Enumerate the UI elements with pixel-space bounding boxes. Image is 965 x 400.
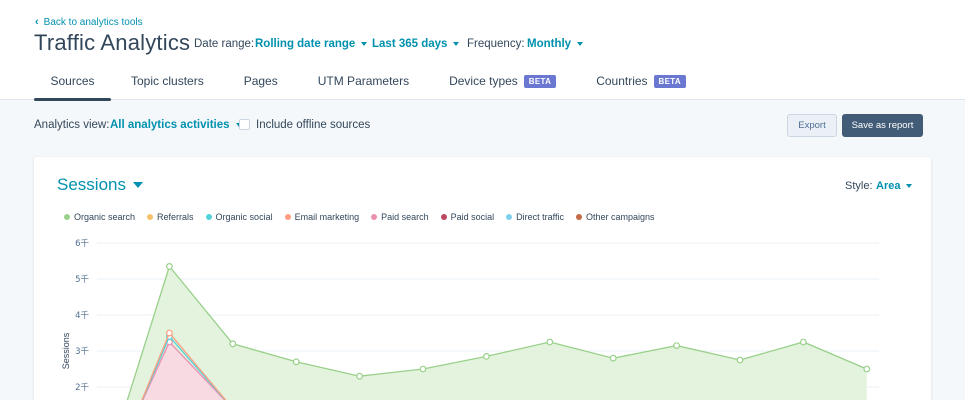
- legend-item-organic-social[interactable]: Organic social: [205, 212, 273, 222]
- date-range-dropdown[interactable]: Rolling date range: [255, 38, 368, 50]
- legend-dot-icon: [64, 214, 70, 220]
- y-tick-label: 3千: [75, 346, 89, 357]
- date-range-label: Date range:: [194, 38, 255, 50]
- data-point: [165, 262, 173, 270]
- data-point: [356, 372, 364, 380]
- y-tick-label: 5千: [75, 274, 89, 285]
- frequency-label: Frequency:: [467, 38, 525, 50]
- data-point: [419, 365, 427, 373]
- data-point: [673, 342, 680, 350]
- y-axis-label: Sessions: [61, 332, 71, 369]
- caret-down-icon: [132, 182, 143, 188]
- caret-down-icon: [906, 184, 913, 188]
- legend-item-paid-social[interactable]: Paid social: [440, 212, 495, 222]
- chart-legend: Organic search Referrals Organic social Ema…: [64, 212, 655, 222]
- style-label: Style:: [845, 180, 873, 192]
- legend-label: Paid social: [450, 212, 495, 222]
- back-link-label: Back to analytics tools: [43, 16, 143, 28]
- report-tabs: Sources Topic clusters Pages UTM Paramet…: [34, 62, 686, 101]
- tab-label: Pages: [243, 74, 278, 88]
- metric-label: Sessions: [57, 175, 126, 194]
- legend-item-email-marketing[interactable]: Email marketing: [284, 212, 360, 222]
- period-dropdown[interactable]: Last 365 days: [372, 38, 460, 50]
- date-range-value: Rolling date range: [255, 38, 356, 50]
- legend-dot-icon: [147, 214, 154, 220]
- sessions-area-chart: 2千 3千 4千 5千 6千 Sessions: [61, 238, 879, 400]
- page-title: Traffic Analytics: [34, 30, 191, 55]
- data-point: [863, 365, 871, 373]
- legend-label: Organic search: [74, 212, 136, 222]
- legend-dot-icon: [284, 214, 291, 220]
- legend-item-organic-search[interactable]: Organic search: [64, 212, 135, 222]
- period-value: Last 365 days: [372, 38, 448, 50]
- chevron-left-icon: ‹: [35, 16, 39, 28]
- include-offline-checkbox[interactable]: [239, 119, 250, 130]
- legend-dot-icon: [440, 214, 447, 220]
- data-point: [483, 352, 490, 360]
- legend-label: Other campaigns: [586, 212, 655, 222]
- tab-pages[interactable]: Pages: [244, 62, 278, 100]
- frequency-dropdown[interactable]: Monthly: [527, 38, 584, 50]
- legend-item-other-campaigns[interactable]: Other campaigns: [576, 212, 655, 222]
- tab-label: Countries: [596, 74, 648, 88]
- data-point: [165, 329, 173, 337]
- legend-label: Paid search: [381, 212, 429, 222]
- tab-device-types[interactable]: Device types BETA: [449, 62, 557, 100]
- tab-utm-parameters[interactable]: UTM Parameters: [318, 62, 409, 100]
- chart-card: Sessions Style: Area Organic search Refer…: [34, 157, 931, 400]
- analytics-view-value: All analytics activities: [110, 119, 230, 131]
- legend-dot-icon: [371, 214, 378, 220]
- y-tick-label: 4千: [75, 310, 89, 321]
- caret-down-icon: [453, 42, 460, 46]
- legend-item-referrals[interactable]: Referrals: [147, 212, 194, 222]
- analytics-view-dropdown[interactable]: All analytics activities: [110, 119, 242, 131]
- legend-dot-icon: [576, 214, 583, 220]
- tab-topic-clusters[interactable]: Topic clusters: [131, 62, 204, 100]
- export-button[interactable]: Export: [787, 114, 837, 137]
- beta-badge: BETA: [523, 75, 557, 88]
- legend-dot-icon: [205, 214, 212, 220]
- data-point: [292, 358, 300, 366]
- data-point: [609, 354, 617, 362]
- legend-dot-icon: [506, 214, 513, 220]
- legend-label: Email marketing: [294, 212, 360, 222]
- data-point: [800, 338, 807, 346]
- data-point: [736, 356, 744, 364]
- legend-item-paid-search[interactable]: Paid search: [371, 212, 429, 222]
- style-value: Area: [876, 180, 901, 192]
- legend-label: Organic social: [215, 212, 273, 222]
- tab-label: Sources: [50, 74, 95, 88]
- frequency-value: Monthly: [527, 38, 572, 50]
- back-to-analytics-link[interactable]: ‹ Back to analytics tools: [35, 16, 143, 28]
- analytics-view-label: Analytics view:: [34, 119, 110, 131]
- include-offline-label[interactable]: Include offline sources: [256, 119, 371, 131]
- data-point: [546, 338, 554, 346]
- legend-item-direct-traffic[interactable]: Direct traffic: [506, 212, 564, 222]
- caret-down-icon: [235, 123, 242, 127]
- caret-down-icon: [361, 42, 368, 46]
- tab-label: Topic clusters: [131, 74, 204, 88]
- legend-label: Direct traffic: [516, 212, 565, 222]
- legend-label: Referrals: [157, 212, 194, 222]
- caret-down-icon: [577, 42, 584, 46]
- style-dropdown[interactable]: Area: [876, 180, 913, 192]
- y-tick-label: 2千: [75, 382, 89, 393]
- beta-badge: BETA: [653, 75, 686, 88]
- save-as-report-button[interactable]: Save as report: [842, 114, 923, 137]
- metric-dropdown[interactable]: Sessions: [57, 175, 143, 195]
- tab-label: Device types: [449, 74, 518, 88]
- tab-sources[interactable]: Sources: [34, 62, 111, 101]
- tab-label: UTM Parameters: [317, 74, 410, 88]
- y-tick-label: 6千: [75, 238, 89, 249]
- data-point: [229, 340, 237, 348]
- page-header: ‹ Back to analytics tools Traffic Analyt…: [0, 0, 965, 101]
- tab-countries[interactable]: Countries BETA: [596, 62, 686, 100]
- series-area: [127, 266, 867, 400]
